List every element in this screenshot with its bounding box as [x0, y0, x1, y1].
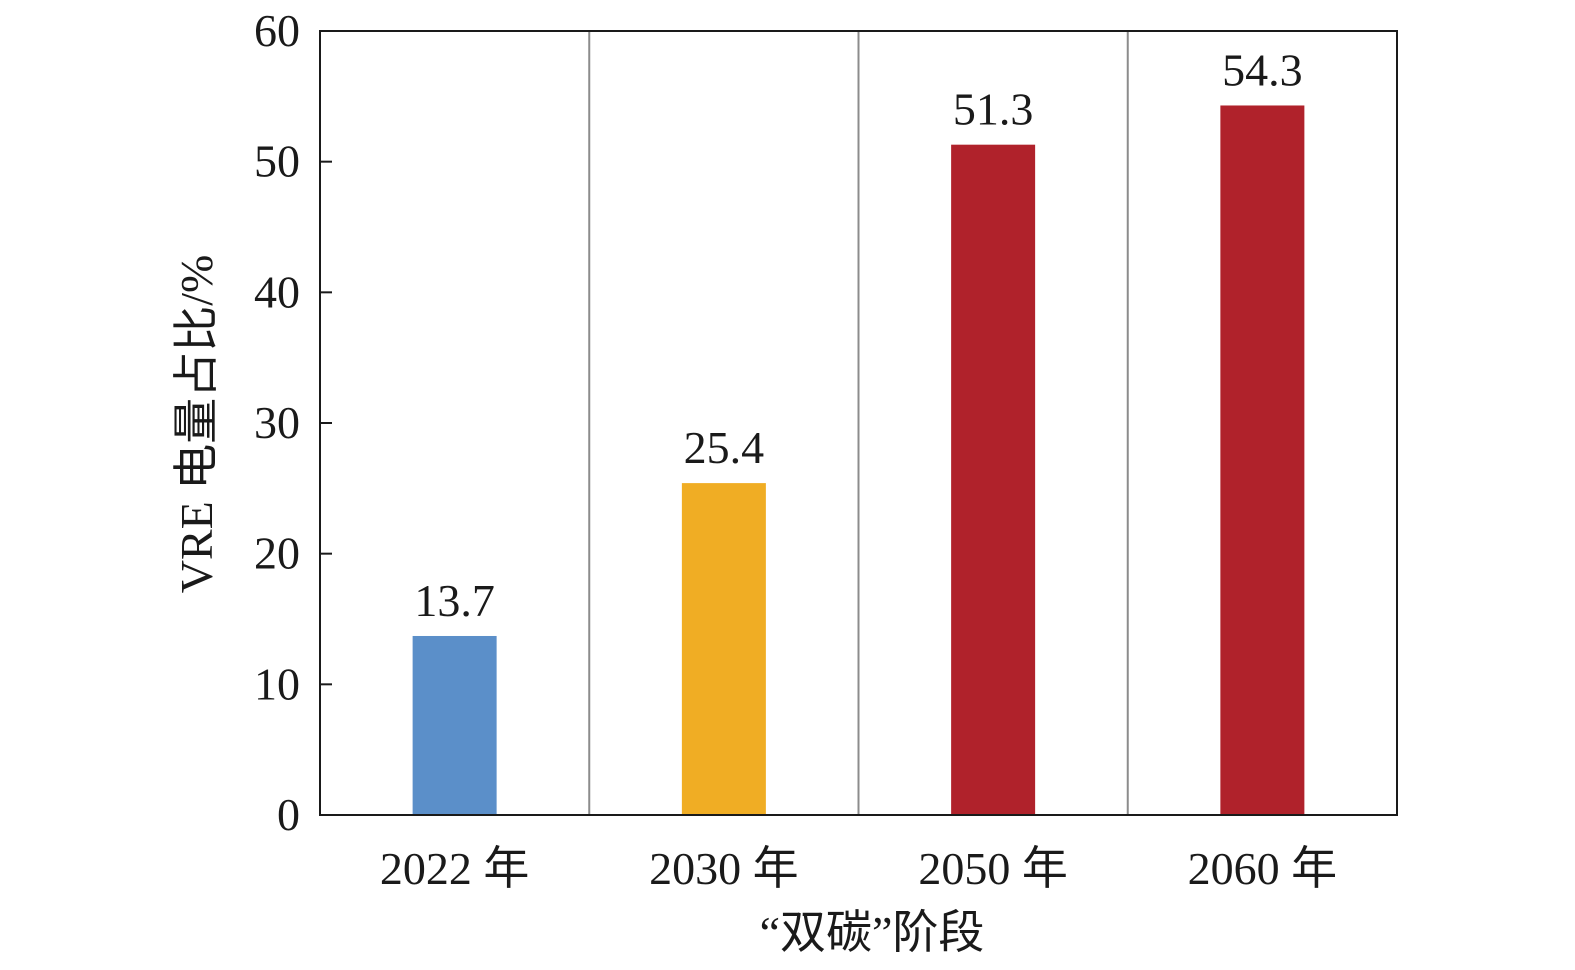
x-tick-label-2: 2050 年 — [918, 843, 1068, 894]
y-tick-label-4: 40 — [254, 266, 300, 317]
data-label-2: 51.3 — [953, 84, 1034, 135]
y-tick-labels: 0 10 20 30 40 50 60 — [254, 5, 300, 840]
data-label-1: 25.4 — [684, 422, 765, 473]
y-tick-label-3: 30 — [254, 397, 300, 448]
category-separators — [588, 31, 1129, 815]
y-axis-title: VRE 电量占比/% — [171, 255, 222, 594]
bar-2 — [951, 144, 1036, 815]
y-axis-ticks — [320, 30, 332, 816]
y-tick-label-2: 20 — [254, 528, 300, 579]
y-tick-label-0: 0 — [277, 789, 300, 840]
bar-0 — [412, 635, 497, 815]
y-tick-label-5: 50 — [254, 136, 300, 187]
x-tick-label-0: 2022 年 — [380, 843, 530, 894]
data-label-0: 13.7 — [414, 575, 495, 626]
y-tick-label-6: 60 — [254, 5, 300, 56]
x-axis-title: “双碳”阶段 — [760, 907, 985, 958]
data-label-3: 54.3 — [1222, 44, 1303, 95]
y-tick-label-1: 10 — [254, 658, 300, 709]
data-labels: 13.7 25.4 51.3 54.3 — [414, 44, 1302, 626]
x-tick-labels: 2022 年 2030 年 2050 年 2060 年 — [380, 843, 1337, 894]
bar-3 — [1220, 105, 1305, 816]
x-tick-label-1: 2030 年 — [649, 843, 799, 894]
x-tick-label-3: 2060 年 — [1188, 843, 1338, 894]
bar-1 — [681, 483, 766, 815]
bars — [412, 105, 1305, 816]
